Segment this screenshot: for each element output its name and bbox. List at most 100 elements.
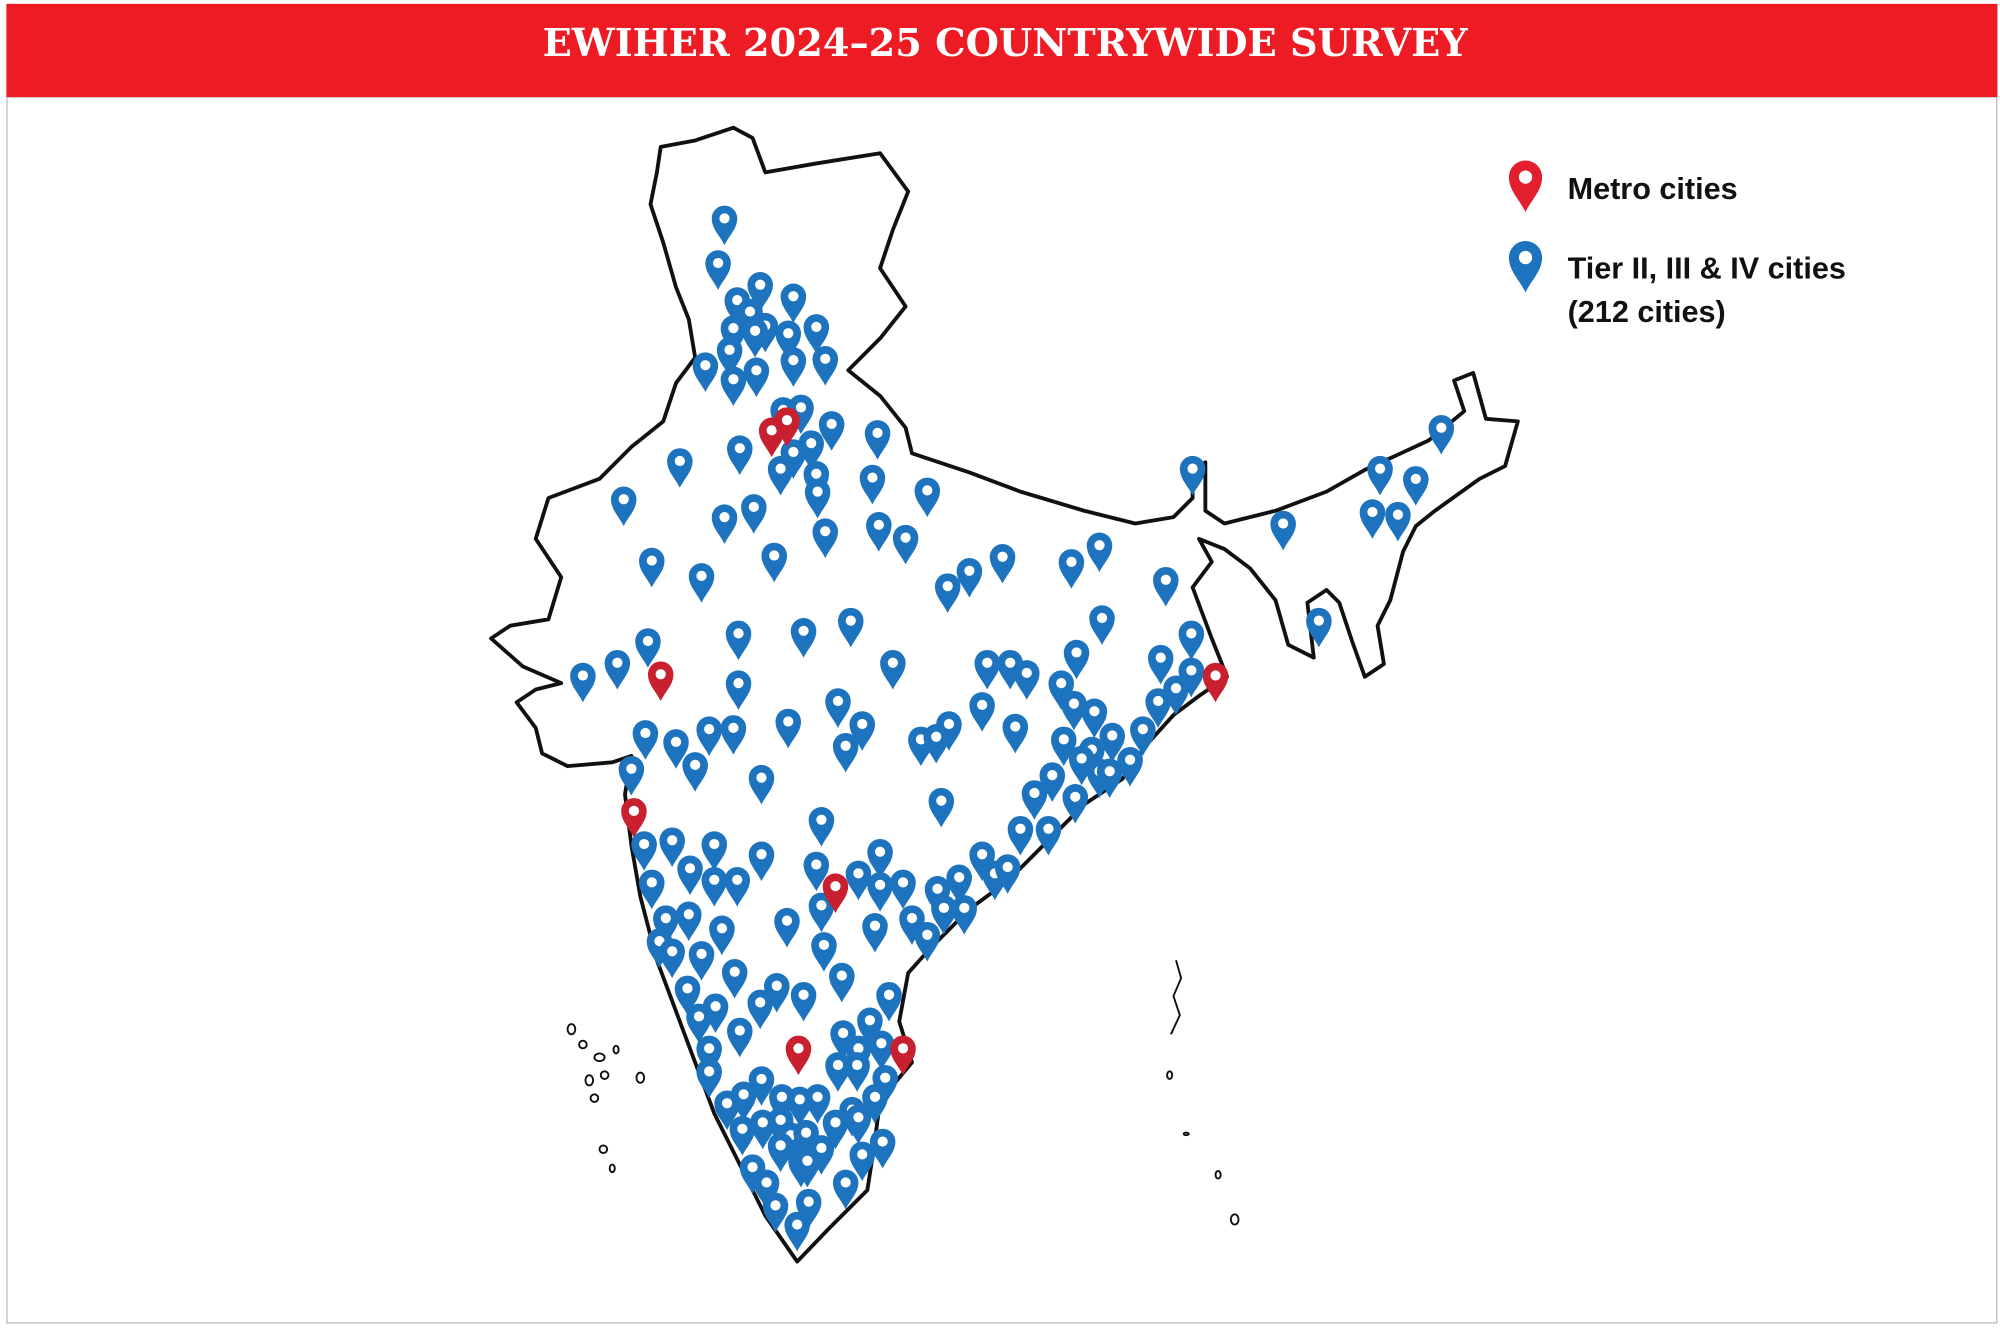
legend: Metro cities Tier II, III & IV cities (2…	[1508, 160, 1846, 329]
city-pin	[1359, 499, 1386, 539]
city-pin	[811, 932, 837, 972]
city-pin	[720, 315, 747, 355]
city-pin	[829, 962, 855, 1003]
city-pin	[785, 1035, 812, 1076]
city-pin	[696, 1058, 722, 1099]
city-pin	[725, 620, 752, 661]
city-pin	[803, 314, 830, 354]
city-pin	[604, 649, 631, 690]
city-pin	[869, 1128, 896, 1169]
city-pin	[720, 366, 747, 407]
city-pin	[818, 411, 845, 451]
city-pin	[928, 787, 955, 828]
city-pin	[1096, 758, 1123, 799]
city-pin	[1039, 762, 1066, 802]
city-pin	[774, 407, 800, 447]
city-pin	[1089, 605, 1115, 645]
city-pin	[794, 1147, 821, 1188]
city-pin	[786, 1086, 813, 1127]
city-pin	[725, 670, 752, 710]
city-pin	[1428, 415, 1455, 455]
city-pin	[1061, 690, 1087, 731]
city-pin	[696, 1035, 722, 1076]
city-pin	[946, 864, 972, 905]
city-pin	[676, 901, 702, 942]
city-pin	[784, 1211, 810, 1252]
city-pin	[709, 915, 735, 956]
city-pin	[705, 250, 731, 290]
city-pin	[663, 729, 689, 769]
city-pin	[767, 1107, 794, 1147]
city-pin	[748, 841, 775, 882]
city-pin	[1270, 510, 1296, 551]
city-pin	[632, 720, 659, 760]
city-pin	[812, 518, 839, 559]
city-pin	[774, 907, 800, 948]
city-pin	[1117, 747, 1143, 787]
city-pin	[788, 394, 814, 435]
city-pin	[659, 827, 685, 868]
city-pin	[857, 1007, 883, 1048]
city-pin	[743, 357, 770, 398]
city-pin	[724, 867, 750, 907]
city-pin	[1367, 455, 1393, 496]
city-pin	[1035, 815, 1062, 856]
city-pin	[1051, 726, 1077, 767]
city-pin	[750, 1109, 776, 1150]
city-pin	[989, 543, 1016, 584]
city-pin	[701, 867, 728, 907]
city-pin	[1086, 532, 1113, 573]
city-pin	[890, 869, 916, 910]
city-pin	[688, 941, 715, 981]
tier-city-pins	[570, 205, 1455, 1252]
city-pin	[610, 486, 637, 527]
city-pin	[1081, 698, 1108, 739]
city-pin	[639, 547, 665, 588]
city-pin	[618, 755, 645, 796]
city-pin	[692, 352, 719, 393]
city-pin	[1002, 713, 1029, 754]
city-pin	[1403, 466, 1429, 506]
city-pin	[1068, 745, 1095, 786]
city-pin	[808, 892, 835, 933]
city-pin	[1130, 716, 1156, 756]
city-pin	[767, 455, 794, 496]
header-bar	[6, 3, 1998, 98]
city-pin	[1385, 501, 1411, 542]
city-pin	[859, 464, 886, 505]
city-pin	[702, 993, 729, 1034]
city-pin	[1178, 657, 1205, 698]
city-pin	[845, 860, 872, 901]
city-pin	[868, 1030, 895, 1071]
city-pin	[764, 973, 790, 1013]
city-pin	[808, 1135, 835, 1175]
city-pin	[716, 337, 743, 377]
city-pin	[762, 1192, 789, 1233]
city-pin	[822, 1109, 849, 1150]
city-pin	[924, 875, 951, 916]
city-pin	[812, 346, 839, 386]
city-pin	[659, 938, 685, 979]
city-pin	[951, 895, 978, 935]
city-pin	[1048, 670, 1074, 710]
city-pin	[880, 649, 906, 690]
city-pin	[758, 417, 785, 458]
city-pin	[866, 512, 892, 552]
city-pin	[790, 618, 817, 658]
city-pin	[739, 1154, 766, 1194]
legend-pin-tier	[1508, 240, 1543, 293]
city-pin	[936, 711, 962, 751]
city-pin	[862, 913, 888, 953]
city-pin	[1099, 722, 1125, 763]
city-pin	[798, 430, 824, 470]
city-pin	[1163, 675, 1189, 716]
city-pin	[864, 420, 891, 460]
city-pin	[808, 807, 835, 847]
city-pin	[867, 838, 893, 879]
city-pin	[729, 1116, 756, 1156]
city-pin	[849, 711, 875, 751]
city-pin	[780, 347, 807, 387]
city-pin	[1063, 639, 1090, 680]
city-pin	[730, 1081, 757, 1122]
city-pin	[1179, 455, 1206, 496]
